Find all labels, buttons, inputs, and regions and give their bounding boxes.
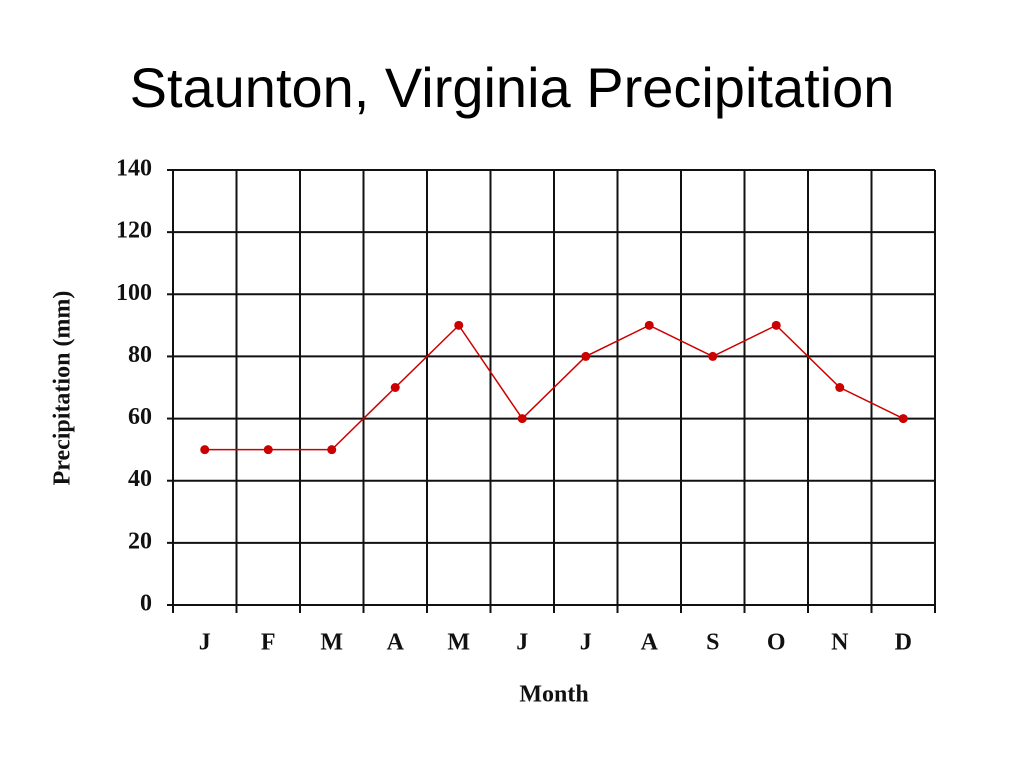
x-tick-label: M <box>320 630 343 656</box>
y-tick-label: 120 <box>116 218 152 244</box>
data-point <box>263 445 273 455</box>
y-tick-label: 40 <box>128 466 152 492</box>
x-tick-label: J <box>516 630 528 656</box>
x-tick-label: A <box>387 630 405 656</box>
x-tick-label: J <box>580 630 592 656</box>
data-point <box>581 351 591 361</box>
x-tick-label: M <box>447 630 470 656</box>
y-axis-label: Precipitation (mm) <box>50 291 76 486</box>
data-point <box>327 445 337 455</box>
y-tick-label: 0 <box>140 591 152 617</box>
y-tick-label: 80 <box>128 342 152 368</box>
data-point <box>454 320 464 330</box>
data-point <box>835 383 845 392</box>
y-tick-label: 100 <box>116 280 152 306</box>
data-point <box>200 445 210 455</box>
x-tick-label: S <box>706 630 719 656</box>
x-tick-label: N <box>831 630 849 656</box>
data-point <box>390 383 400 392</box>
y-tick-label: 20 <box>128 528 152 554</box>
y-tick-label: 60 <box>128 404 152 430</box>
x-tick-label: D <box>895 630 912 656</box>
data-point <box>708 351 718 361</box>
x-tick-label: J <box>199 630 211 656</box>
chart-title: Staunton, Virginia Precipitation <box>130 56 895 119</box>
data-line <box>204 324 904 451</box>
data-point <box>517 414 527 424</box>
x-axis-label: Month <box>519 682 588 708</box>
x-tick-label: F <box>261 630 276 656</box>
y-tick-label: 140 <box>116 156 152 182</box>
x-tick-label: O <box>767 630 786 656</box>
x-tick-label: A <box>641 630 659 656</box>
data-point <box>898 414 908 424</box>
data-point <box>771 320 781 330</box>
data-point <box>644 320 654 330</box>
